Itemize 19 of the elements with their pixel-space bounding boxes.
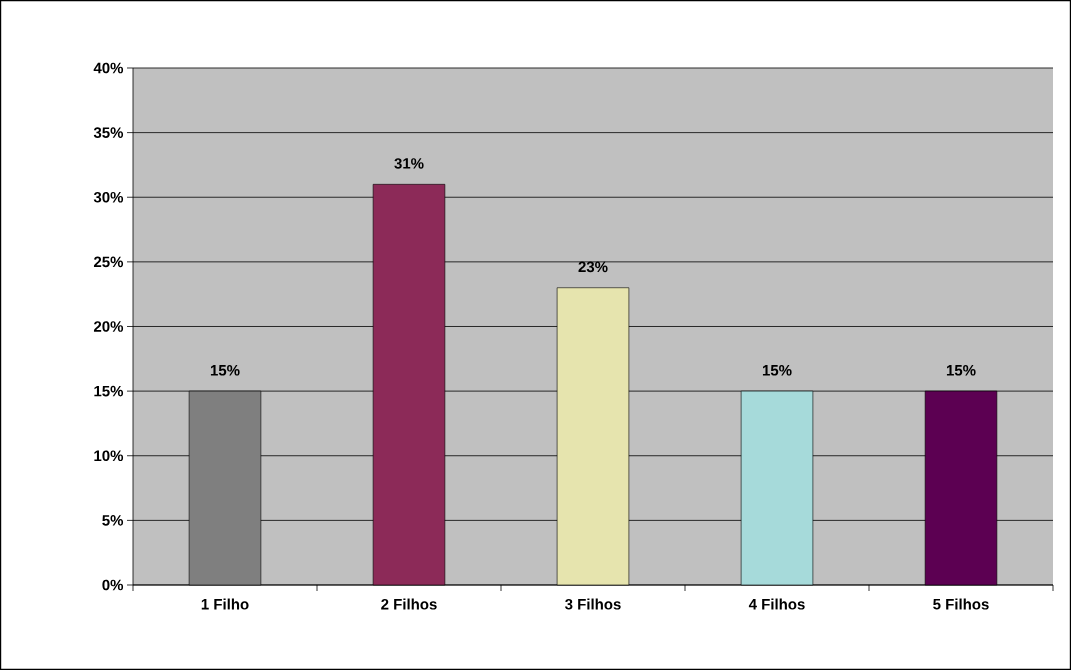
x-tick-label: 5 Filhos bbox=[933, 598, 989, 610]
y-tick-label: 35% bbox=[93, 127, 124, 138]
y-tick-label: 30% bbox=[93, 191, 124, 203]
x-tick-label: 1 Filho bbox=[201, 598, 249, 610]
y-tick-label: 25% bbox=[93, 256, 124, 268]
y-tick-label: 5% bbox=[102, 515, 124, 526]
data-label: 15% bbox=[946, 365, 976, 376]
x-tick-label: 4 Filhos bbox=[748, 598, 805, 610]
data-label: 15% bbox=[762, 365, 792, 376]
y-tick-label: 40% bbox=[93, 62, 124, 74]
y-tick-label: 20% bbox=[93, 321, 124, 332]
y-tick-label: 15% bbox=[94, 385, 124, 397]
y-tick-label: 0% bbox=[102, 579, 124, 591]
data-label: 31% bbox=[394, 158, 424, 169]
x-tick-label: 3 Filhos bbox=[565, 598, 621, 610]
data-label: 15% bbox=[210, 365, 240, 376]
data-label: 23% bbox=[578, 261, 608, 273]
x-tick-label: 2 Filhos bbox=[381, 598, 437, 610]
y-tick-label: 10% bbox=[94, 450, 124, 462]
